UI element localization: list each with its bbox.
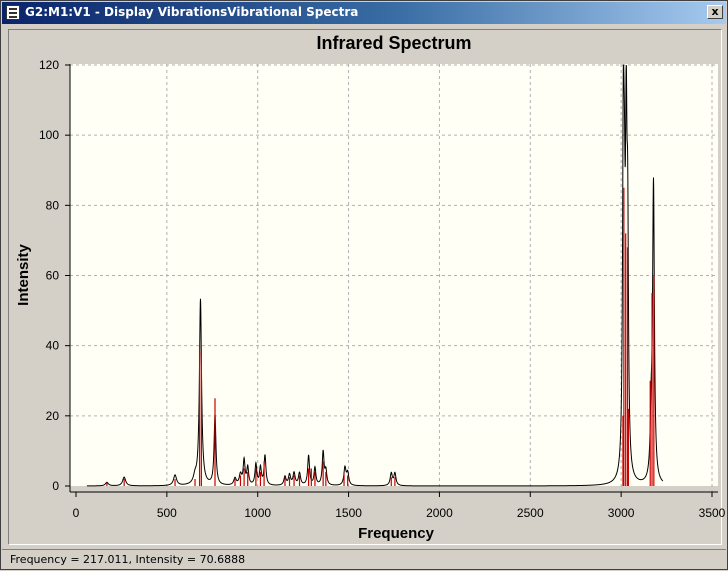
spectrum-curve bbox=[86, 64, 664, 487]
axis-ticks: 0 20 40 60 80 100 120 0 500 1000 1500 2000 2500 3000 3… bbox=[39, 58, 726, 520]
x-tick-label: 0 bbox=[73, 506, 80, 520]
close-button[interactable]: x bbox=[707, 5, 723, 19]
x-axis-label: Frequency bbox=[358, 525, 435, 542]
x-tick-label: 3000 bbox=[608, 506, 635, 520]
y-axis-label: Intensity bbox=[15, 244, 32, 306]
x-tick-label: 3500 bbox=[699, 506, 726, 520]
y-tick-label: 100 bbox=[39, 128, 59, 142]
chart-title: Infrared Spectrum bbox=[316, 33, 471, 53]
app-icon[interactable] bbox=[6, 5, 20, 20]
stick-layer bbox=[106, 187, 655, 486]
status-readout: Frequency = 217.011, Intensity = 70.6888 bbox=[10, 553, 246, 566]
y-tick-label: 120 bbox=[39, 58, 59, 72]
x-tick-label: 2000 bbox=[426, 506, 453, 520]
x-tick-label: 2500 bbox=[517, 506, 544, 520]
y-tick-label: 40 bbox=[46, 339, 60, 353]
status-bar: Frequency = 217.011, Intensity = 70.6888 bbox=[2, 549, 726, 569]
y-tick-label: 0 bbox=[52, 479, 59, 493]
y-tick-label: 20 bbox=[46, 409, 60, 423]
x-tick-label: 1000 bbox=[244, 506, 271, 520]
x-tick-label: 1500 bbox=[335, 506, 362, 520]
title-bar[interactable]: G2:M1:V1 - Display VibrationsVibrational… bbox=[2, 2, 726, 24]
window-title: G2:M1:V1 - Display VibrationsVibrational… bbox=[25, 5, 359, 19]
grid-lines bbox=[70, 64, 718, 492]
y-tick-label: 80 bbox=[46, 198, 60, 212]
y-tick-label: 60 bbox=[46, 269, 60, 283]
spectrum-layer bbox=[86, 64, 664, 487]
x-tick-label: 500 bbox=[157, 506, 177, 520]
